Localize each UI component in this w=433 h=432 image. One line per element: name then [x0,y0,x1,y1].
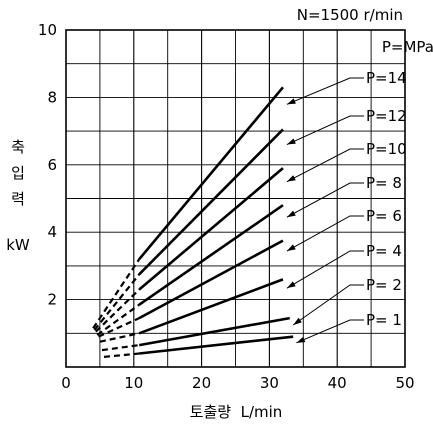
x-tick-label: 0 [61,374,71,392]
series-solid-line [139,335,294,355]
series-pointer-line [296,319,364,344]
series-dashed-line [101,344,140,352]
y-axis-label-char-3: 력 [11,190,25,208]
axes [65,29,406,368]
plot-frame [65,29,406,368]
series-dashed-line [99,332,140,343]
series-arrowhead [296,336,306,343]
series-dashed-line [96,303,140,336]
series-arrowhead [286,98,296,105]
series-dashed-line [93,273,141,331]
series-solid-line [138,128,284,276]
series-arrowhead [286,175,296,182]
y-tick-label: 10 [38,21,57,39]
series-arrowhead [286,281,296,289]
series-solid-line [138,278,284,335]
series-label: P=12 [366,107,407,125]
y-tick-label: 8 [47,88,57,106]
series-label: P= 2 [366,276,402,294]
x-tick-label: 20 [192,374,211,392]
series-pointer-line [286,77,364,105]
x-tick-label: 30 [260,374,279,392]
series-dashed-line [103,352,140,358]
series-lines [92,86,294,358]
x-tick-label: 50 [395,374,414,392]
series-labels: P=14 P=12 P=10 P= 8 P= 6 P= 4 P= 2 P= 1 [286,69,407,344]
series-solid-line [138,316,290,347]
series-arrowhead [293,317,302,326]
series-label: P= 6 [366,207,402,225]
series-arrowhead [286,138,296,145]
series-pointer-line [286,148,364,183]
series-solid-line [138,167,284,291]
series-label: P=14 [366,69,407,87]
y-axis-label-char-1: 축 [11,138,25,156]
series-dashed-line [92,258,141,329]
y-tick-label: 4 [47,223,57,241]
series-label: P= 1 [366,311,402,329]
series-dashed-line [95,288,140,333]
y-axis-label-char-2: 입 [11,164,25,182]
series-pointer-line [286,182,364,218]
series-label: P= 4 [366,242,402,260]
y-tick-label: 6 [47,156,57,174]
series-label: P=10 [366,140,407,158]
y-tick-label: 2 [47,291,57,309]
speed-annotation: N=1500 r/min [297,6,403,24]
series-dashed-line [98,317,140,338]
y-axis-unit: kW [6,236,30,254]
series-solid-line [138,239,284,320]
grid [66,30,405,367]
series-pointer-line [286,250,364,289]
x-axis-label: 토출량 L/min [190,403,283,421]
tick-labels: 0 10 20 30 40 50 2 4 6 8 10 [38,21,415,392]
series-label: P= 8 [366,174,402,192]
series-pointer-line [286,215,364,252]
x-tick-label: 10 [124,374,143,392]
x-tick-label: 40 [328,374,347,392]
series-arrowhead [286,210,296,218]
series-pointer-line [286,115,364,146]
unit-annotation: P=MPa [382,38,433,56]
series-solid-line [138,204,284,306]
series-pointer-line [292,284,364,326]
series-solid-line [138,86,284,260]
series-arrowhead [286,244,296,252]
